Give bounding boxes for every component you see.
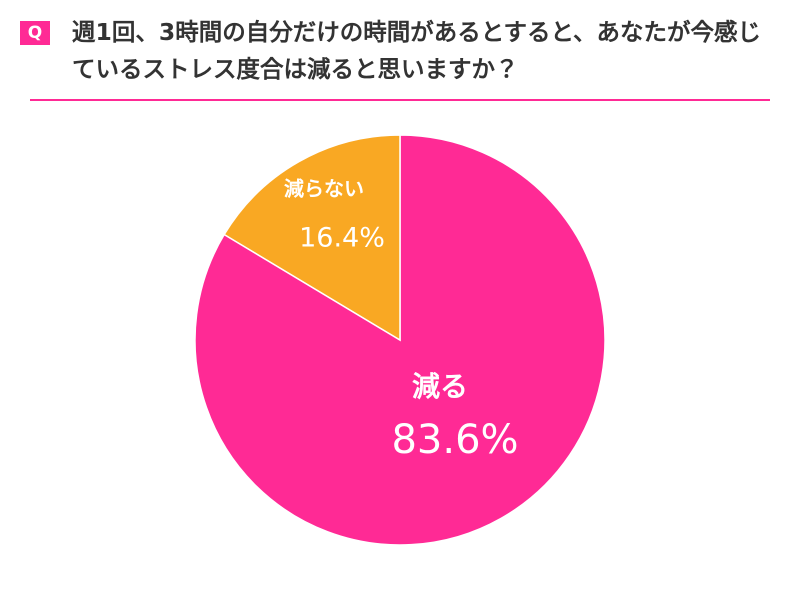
slice-label: 減らない: [284, 177, 364, 201]
value-label: 16.4%: [299, 223, 385, 254]
title-rule: [30, 99, 770, 101]
pie-slice: [223, 134, 401, 342]
question-badge: Q: [20, 21, 50, 45]
value-label: 83.6%: [391, 417, 518, 463]
chart-title: 週1回、3時間の自分だけの時間があるとすると、あなたが今感じているストレス度合は…: [72, 18, 762, 83]
slice-label: 減る: [412, 370, 468, 403]
